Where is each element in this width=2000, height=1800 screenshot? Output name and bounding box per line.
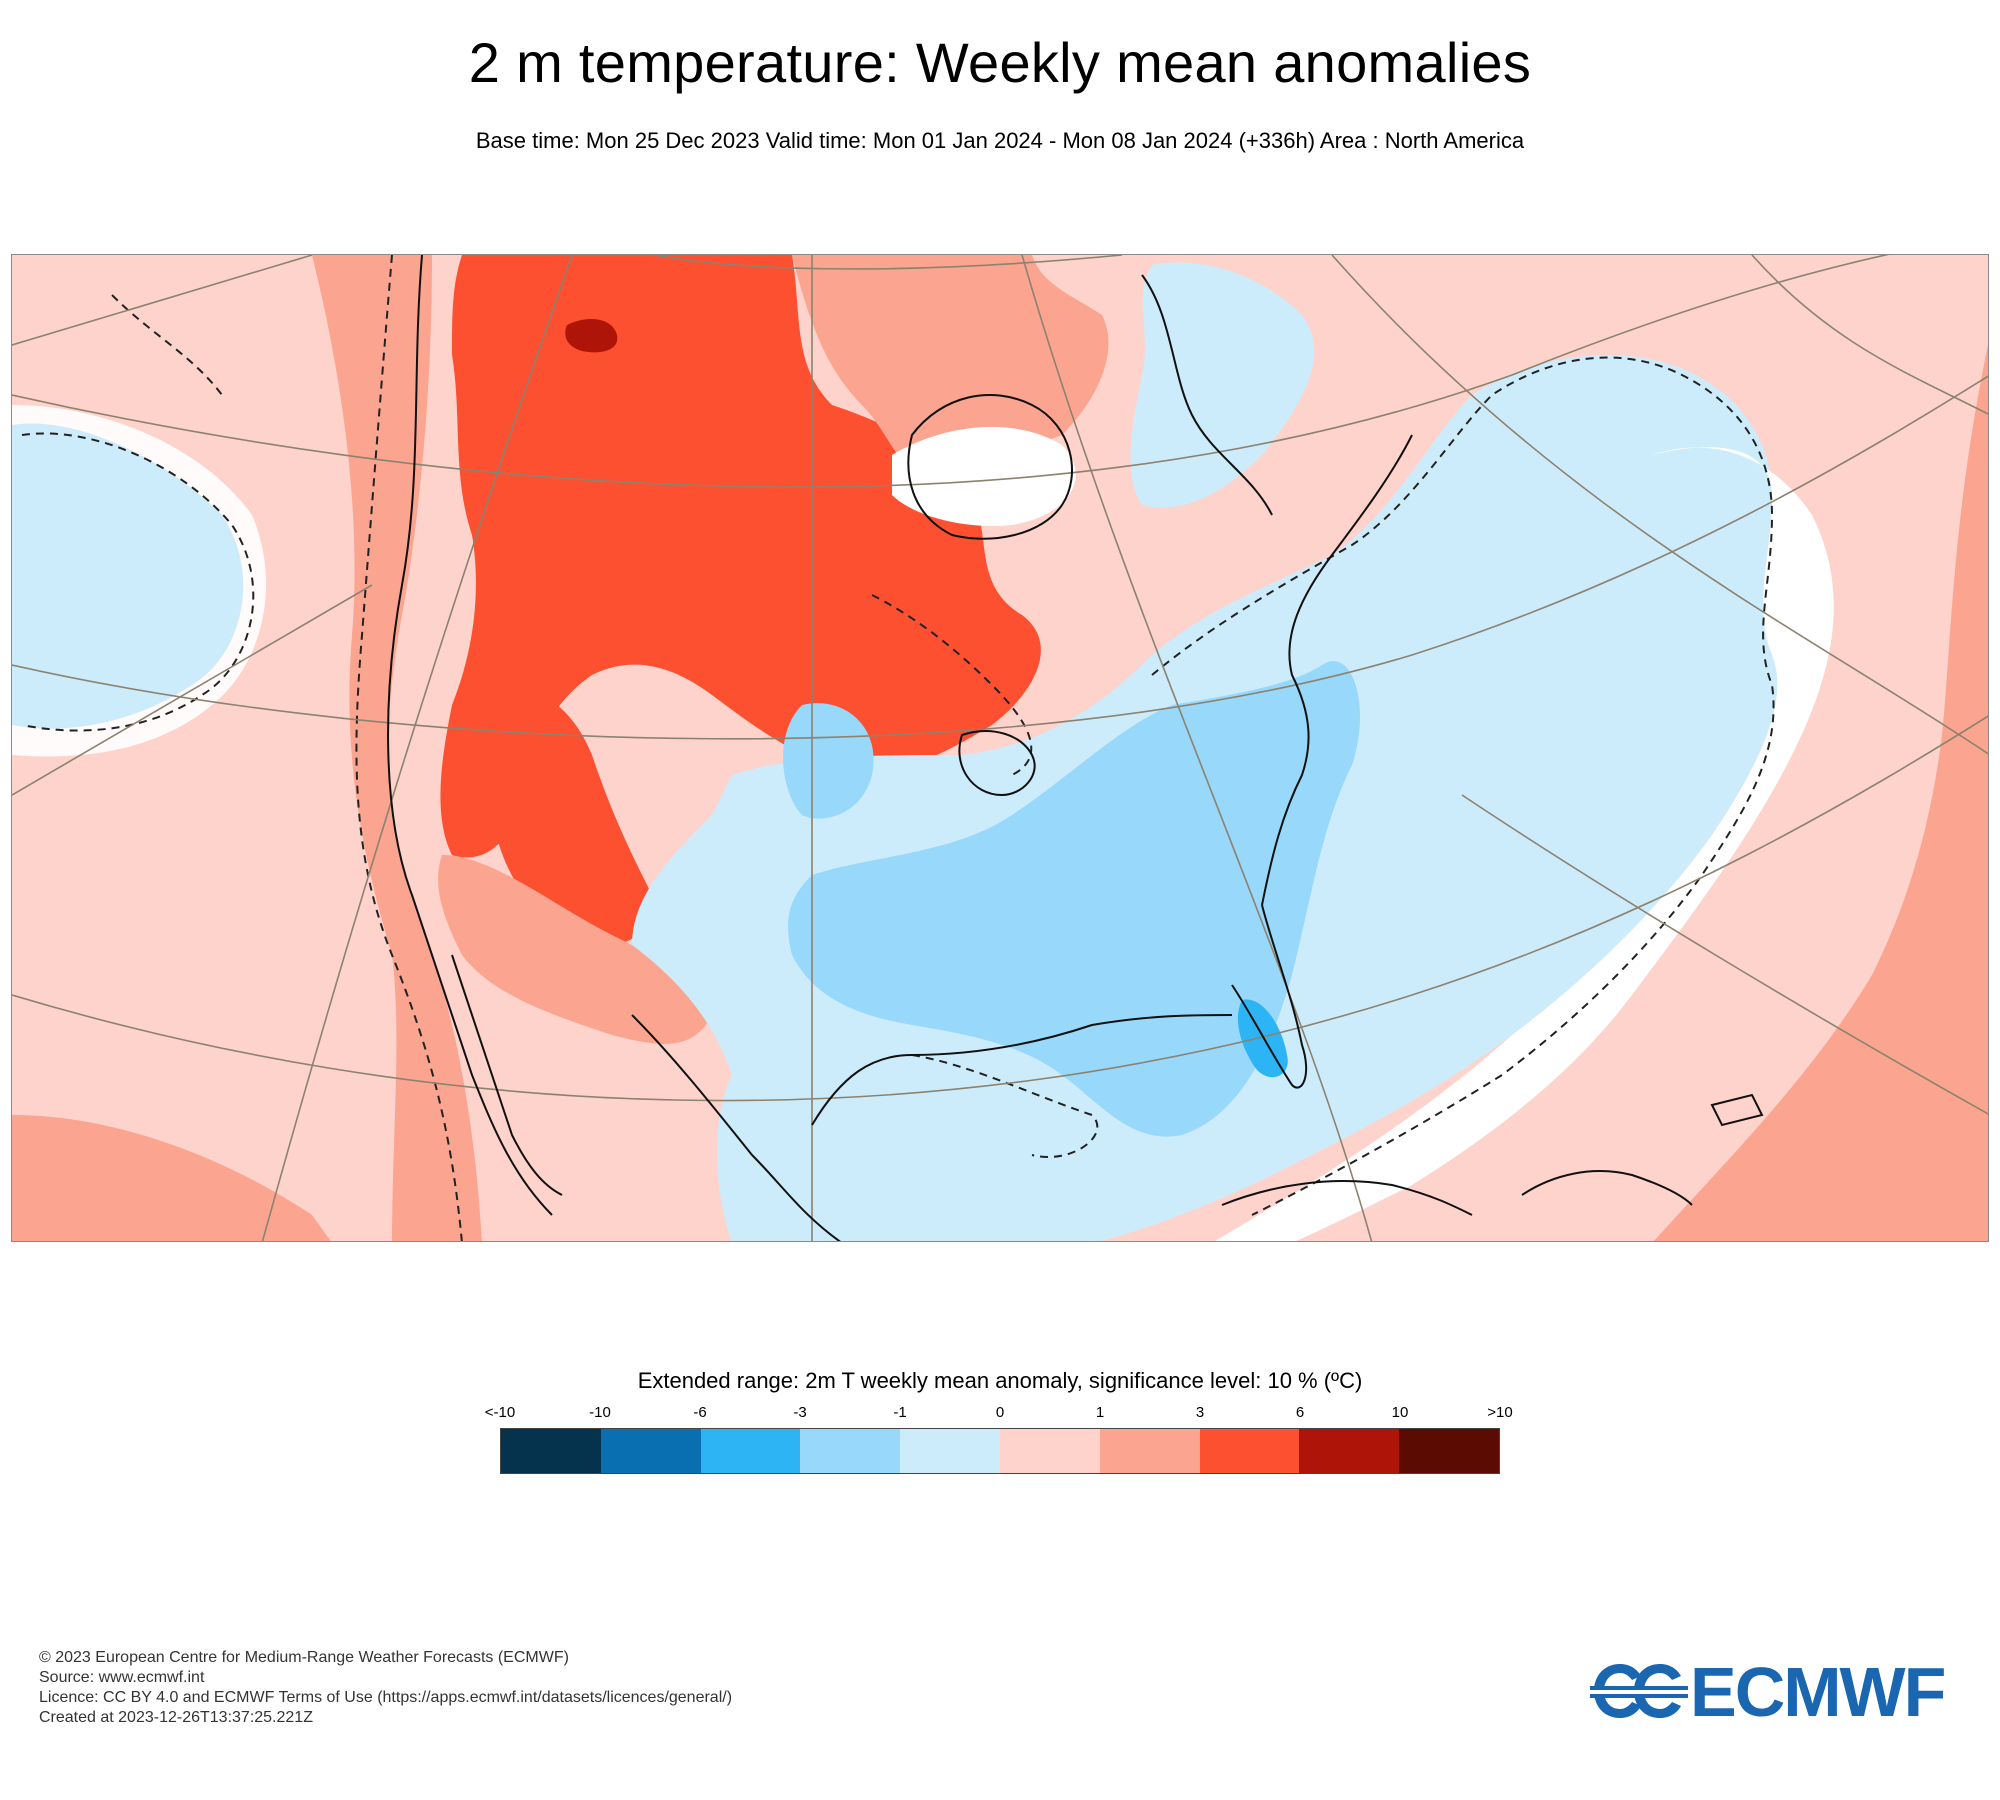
legend-swatch bbox=[1099, 1429, 1200, 1473]
legend-tick-label: 3 bbox=[1195, 1404, 1205, 1421]
field-pacific-light-blue bbox=[12, 423, 244, 729]
legend-tick-label: -10 bbox=[589, 1404, 611, 1421]
coastline-gulf bbox=[811, 1014, 1233, 1126]
significance-contour-west bbox=[21, 432, 255, 732]
legend-tick-label: 6 bbox=[1295, 1404, 1305, 1421]
footer-credits: © 2023 European Centre for Medium-Range … bbox=[39, 1648, 732, 1728]
coastline-mexico bbox=[631, 1014, 841, 1241]
field-northeast-light-blue bbox=[1130, 262, 1315, 508]
legend-swatch bbox=[1299, 1429, 1400, 1473]
field-west-salmon bbox=[312, 255, 482, 1241]
legend-swatch bbox=[800, 1429, 901, 1473]
significance-contour-canada bbox=[871, 594, 1033, 776]
ecmwf-logo-text: ECMWF bbox=[1690, 1653, 1946, 1731]
field-west-us-salmon bbox=[438, 855, 712, 1044]
significance-contour-baja bbox=[355, 255, 463, 1241]
legend-swatch bbox=[900, 1429, 1000, 1473]
legend-swatch bbox=[700, 1429, 801, 1473]
anomaly-map bbox=[11, 254, 1989, 1242]
legend-swatch bbox=[600, 1429, 701, 1473]
anomaly-map-canvas bbox=[12, 255, 1988, 1241]
legend-tick-label: 1 bbox=[1095, 1404, 1105, 1421]
footer-created: Created at 2023-12-26T13:37:25.221Z bbox=[39, 1709, 313, 1726]
coastline-west bbox=[387, 255, 553, 1216]
graticule-parallel-3 bbox=[12, 715, 1988, 1102]
graticule-meridian-4 bbox=[1331, 255, 1988, 755]
coastline-baja bbox=[451, 954, 563, 1196]
legend-tick-label: 10 bbox=[1391, 1404, 1409, 1421]
graticule-meridian-3 bbox=[1021, 255, 1373, 1241]
coastline-hudson-bay bbox=[907, 394, 1073, 540]
footer-copyright: © 2023 European Centre for Medium-Range … bbox=[39, 1649, 569, 1666]
coastline-florida bbox=[1231, 904, 1308, 1089]
legend-title: Extended range: 2m T weekly mean anomaly… bbox=[637, 1368, 1363, 1393]
field-hudson-white bbox=[892, 426, 1076, 526]
legend-swatch bbox=[1199, 1429, 1300, 1473]
graticule-meridian-8 bbox=[12, 255, 313, 346]
legend-tick-label: <-10 bbox=[484, 1404, 516, 1421]
significance-contour-atlantic bbox=[1151, 356, 1775, 1216]
footer-source: Source: www.ecmwf.int bbox=[39, 1669, 205, 1686]
legend-tick-label: -3 bbox=[793, 1404, 807, 1421]
coastline-east bbox=[1261, 434, 1413, 906]
graticule-meridian-7 bbox=[12, 584, 373, 796]
graticule-meridian-6 bbox=[1751, 255, 1988, 415]
field-us-medium-blue bbox=[783, 703, 874, 819]
field-canada-dark bbox=[565, 319, 618, 353]
coastline-great-lakes bbox=[958, 730, 1036, 797]
legend-swatch bbox=[999, 1429, 1100, 1473]
coastline-puerto-rico bbox=[1710, 1093, 1764, 1127]
field-west-us-red bbox=[477, 688, 652, 945]
coastlines bbox=[387, 255, 1764, 1241]
graticule-parallel-4 bbox=[650, 255, 1123, 270]
field-us-medium-blue-main bbox=[788, 661, 1361, 1137]
graticule-parallel-1 bbox=[12, 255, 1889, 488]
field-lower-left-salmon bbox=[12, 1115, 331, 1241]
field-pacific-white bbox=[12, 405, 267, 757]
graticule-meridian-1 bbox=[261, 255, 573, 1241]
field-right-salmon bbox=[1653, 344, 1988, 1241]
footer-licence: Licence: CC BY 4.0 and ECMWF Terms of Us… bbox=[39, 1689, 733, 1706]
coastline-hispaniola bbox=[1521, 1170, 1693, 1206]
significance-contours bbox=[21, 255, 1775, 1241]
coastline-labrador bbox=[1141, 274, 1273, 516]
ecmwf-logo-mark-icon bbox=[1590, 1664, 1688, 1718]
legend-tick-label: 0 bbox=[995, 1404, 1005, 1421]
graticule-meridian-5 bbox=[1461, 794, 1988, 1115]
map-title: 2 m temperature: Weekly mean anomalies bbox=[468, 31, 1532, 94]
field-eastcanada-salmon bbox=[792, 255, 1109, 470]
legend-tick-labels: <-10 -10 -6 -3 -1 0 1 3 6 10 >10 bbox=[485, 1404, 1513, 1424]
significance-contour-gulf bbox=[911, 1054, 1099, 1158]
graticule-parallel-2 bbox=[12, 375, 1988, 740]
legend-color-bar bbox=[500, 1428, 1500, 1474]
legend-tick-label: -1 bbox=[893, 1404, 907, 1421]
coastline-cuba bbox=[1221, 1180, 1473, 1216]
field-canada-red bbox=[440, 255, 1041, 858]
legend-tick-label: -6 bbox=[693, 1404, 707, 1421]
legend-swatch bbox=[501, 1429, 601, 1473]
legend-swatch bbox=[1399, 1429, 1499, 1473]
significance-contour-pacific bbox=[111, 294, 223, 396]
legend-tick-label: >10 bbox=[1487, 1404, 1513, 1421]
ecmwf-logo: ECMWF bbox=[1590, 1654, 1966, 1730]
graticule bbox=[12, 255, 1988, 1241]
map-subtitle: Base time: Mon 25 Dec 2023 Valid time: M… bbox=[475, 128, 1525, 153]
